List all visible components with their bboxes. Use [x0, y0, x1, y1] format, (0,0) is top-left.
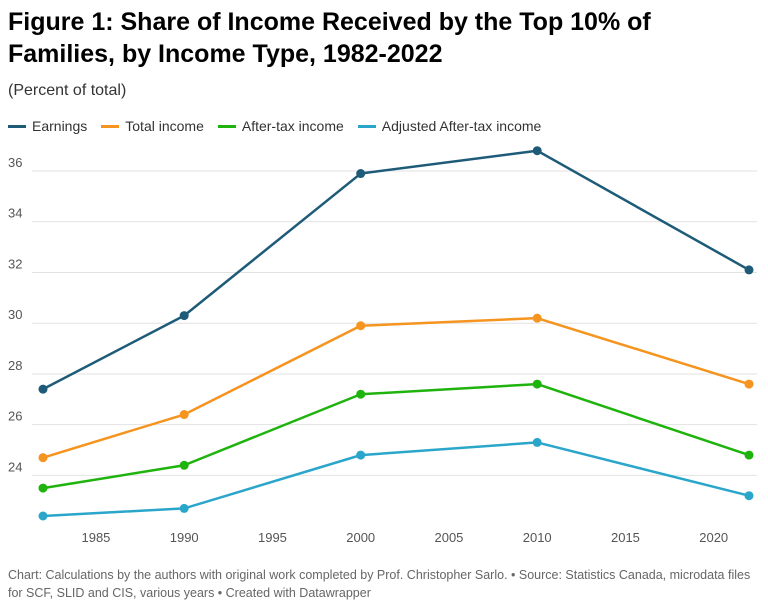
- legend-swatch-after-tax-income: [217, 124, 236, 128]
- data-point-s2-2000: [356, 389, 366, 399]
- legend-item-after-tax-income: After-tax income: [217, 118, 344, 134]
- series-line-3: [42, 441, 750, 518]
- y-tick-label-36: 36: [8, 155, 22, 170]
- legend-swatch-adjusted-after-tax-income: [357, 124, 376, 128]
- data-point-s0-1982: [38, 384, 48, 394]
- y-tick-label-26: 26: [8, 409, 22, 424]
- legend-item-adjusted-after-tax-income: Adjusted After-tax income: [357, 118, 542, 134]
- data-point-s0-2000: [356, 169, 366, 179]
- legend-swatch-total-income: [101, 124, 120, 128]
- data-point-s0-2022: [744, 265, 754, 275]
- legend-label-adjusted-after-tax-income: Adjusted After-tax income: [381, 118, 542, 134]
- legend-item-total-income: Total income: [101, 118, 204, 134]
- x-tick-label-1995: 1995: [258, 530, 287, 545]
- chart-legend: Earnings Total income After-tax income A…: [8, 118, 541, 134]
- x-tick-label-2000: 2000: [346, 530, 375, 545]
- series-line-1: [42, 316, 750, 459]
- data-point-s2-1982: [38, 483, 48, 493]
- legend-label-earnings: Earnings: [32, 118, 88, 134]
- x-tick-label-2015: 2015: [611, 530, 640, 545]
- data-point-s0-2010: [532, 146, 542, 156]
- data-point-s3-1990: [179, 503, 189, 513]
- legend-label-after-tax-income: After-tax income: [241, 118, 344, 134]
- data-point-s1-2022: [744, 379, 754, 389]
- data-point-s0-1990: [179, 311, 189, 321]
- data-point-s2-2010: [532, 379, 542, 389]
- y-tick-label-28: 28: [8, 358, 22, 373]
- data-point-s1-2000: [356, 321, 366, 331]
- x-tick-label-2005: 2005: [434, 530, 463, 545]
- data-point-s3-1982: [38, 511, 48, 521]
- data-point-s1-1982: [38, 453, 48, 463]
- y-tick-label-32: 32: [8, 256, 22, 271]
- x-tick-label-1990: 1990: [170, 530, 199, 545]
- y-tick-label-24: 24: [8, 459, 22, 474]
- data-point-s1-2010: [532, 313, 542, 323]
- y-tick-label-34: 34: [8, 206, 22, 221]
- chart-subtitle: (Percent of total): [8, 82, 127, 99]
- data-point-s3-2000: [356, 450, 366, 460]
- line-chart: 24 26 28 30 32 34 36 1985 1990 1995 2000 2005 2010 20…: [8, 146, 757, 545]
- legend-item-earnings: Earnings: [8, 118, 87, 134]
- data-point-s3-2022: [744, 491, 754, 501]
- legend-swatch-earnings: [8, 124, 26, 128]
- chart-title: Figure 1: Share of Income Received by th…: [8, 8, 651, 68]
- data-point-s2-1990: [179, 460, 189, 470]
- x-tick-label-2010: 2010: [523, 530, 552, 545]
- x-tick-label-2020: 2020: [699, 530, 728, 545]
- x-tick-label-1985: 1985: [81, 530, 110, 545]
- data-point-s1-1990: [179, 410, 189, 420]
- series-line-2: [42, 382, 750, 490]
- y-tick-label-30: 30: [8, 307, 22, 322]
- series-line-0: [42, 149, 750, 391]
- data-point-s3-2010: [532, 437, 542, 447]
- legend-label-total-income: Total income: [125, 118, 204, 134]
- chart-footer: Chart: Calculations by the authors with …: [8, 568, 751, 600]
- data-point-s2-2022: [744, 450, 754, 460]
